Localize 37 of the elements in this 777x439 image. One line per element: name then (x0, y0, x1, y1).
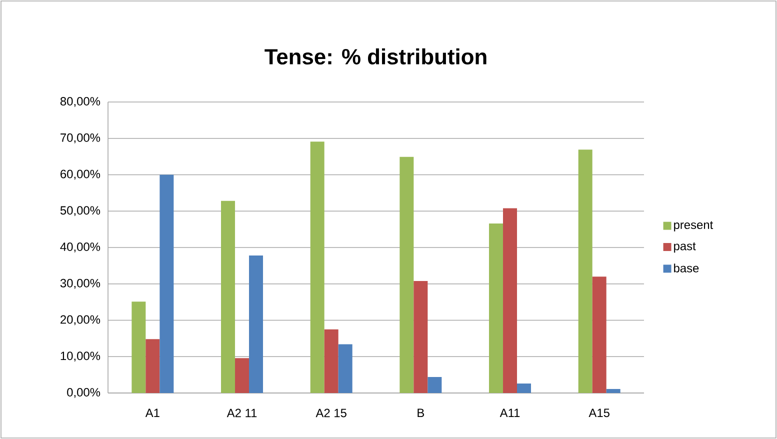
x-tick-label: A11 (500, 408, 520, 417)
y-tick-label: 50,00% (60, 206, 100, 216)
x-tick-label: A1 (145, 408, 160, 417)
bar (324, 329, 338, 393)
y-tick-label: 10,00% (60, 352, 100, 362)
y-tick-label: 20,00% (60, 315, 100, 326)
bar (249, 255, 264, 393)
y-tick-label: 70,00% (60, 133, 100, 144)
bar (414, 280, 428, 393)
legend-label: base (674, 264, 699, 272)
x-tick-label: B (418, 408, 424, 417)
chart-title: Tense: % distribution (264, 48, 486, 64)
bar (235, 358, 250, 393)
bar (160, 174, 174, 393)
y-tick-label: 0,00% (67, 388, 100, 398)
bar (428, 376, 442, 393)
bar (146, 339, 160, 393)
bar (489, 223, 504, 393)
bar (592, 276, 606, 393)
bar (338, 344, 352, 393)
bar (400, 156, 414, 393)
y-tick-label: 30,00% (60, 278, 100, 289)
bar (517, 384, 532, 393)
y-tick-label: 60,00% (60, 170, 100, 180)
legend-label: past (674, 242, 696, 253)
bar (132, 302, 146, 393)
bar (310, 142, 324, 393)
bar (503, 208, 518, 393)
bar (578, 150, 592, 393)
x-tick-label: A15 (588, 408, 610, 418)
bar (221, 200, 236, 393)
x-tick-label: A2 15 (316, 408, 346, 418)
y-tick-label: 40,00% (60, 242, 100, 252)
bar (606, 388, 620, 393)
x-tick-label: A2 11 (226, 408, 257, 418)
y-tick-label: 80,00% (60, 97, 100, 107)
legend-label: present (674, 221, 714, 232)
